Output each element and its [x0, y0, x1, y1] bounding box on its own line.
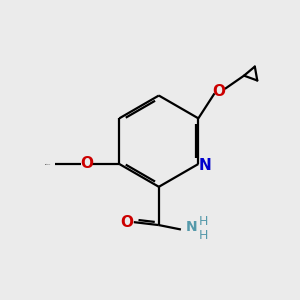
Text: N: N — [199, 158, 212, 173]
Text: O: O — [120, 214, 133, 230]
Text: O: O — [212, 84, 226, 99]
Text: H: H — [199, 215, 208, 228]
Text: N: N — [186, 220, 198, 234]
Text: methoxy: methoxy — [45, 164, 51, 165]
Text: O: O — [80, 157, 93, 172]
Text: H: H — [199, 229, 208, 242]
